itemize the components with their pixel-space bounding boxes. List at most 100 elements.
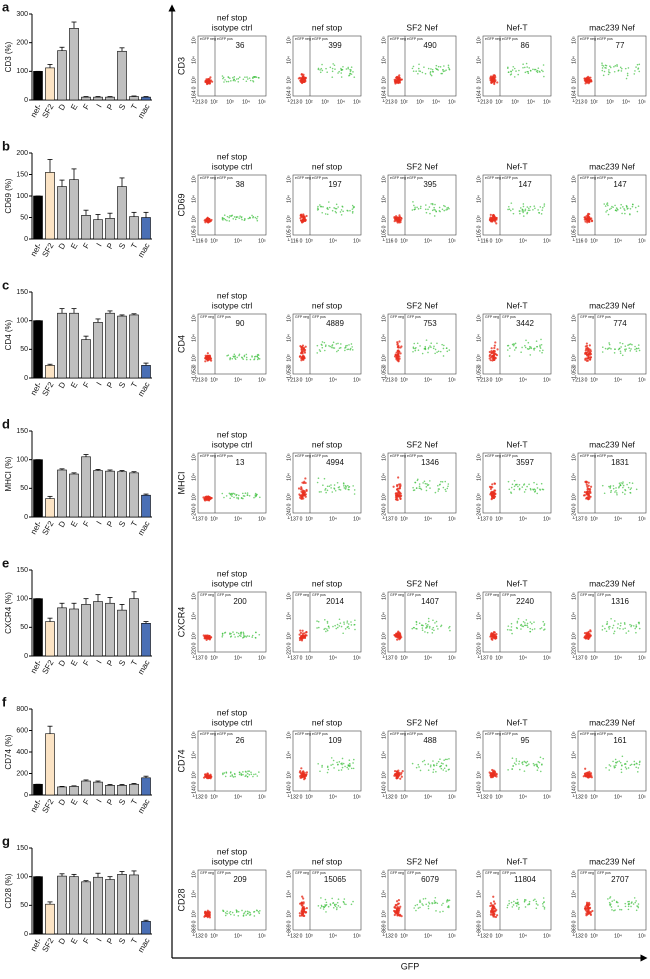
cell-dot xyxy=(429,73,432,76)
cell-dot xyxy=(339,489,342,491)
cell-dot xyxy=(341,757,344,760)
y-axis-label: CD4 (%) xyxy=(4,319,13,350)
cell-dot xyxy=(637,767,640,769)
cell-dot xyxy=(321,764,323,767)
x-tick-label: 0 xyxy=(300,377,303,383)
y-tick-label: 10⁴ xyxy=(286,56,292,64)
cell-dot xyxy=(238,217,241,219)
x-tick-label: −116 xyxy=(478,238,489,244)
y-tick-label: 0 xyxy=(24,792,28,799)
cell-dot xyxy=(316,209,319,211)
column-title: nef stop xyxy=(217,846,248,856)
x-tick-label: 0 xyxy=(300,655,303,661)
cell-dot xyxy=(232,355,235,358)
bar xyxy=(69,786,79,796)
cell-dot xyxy=(601,351,604,353)
cell-dot xyxy=(411,762,414,765)
bar xyxy=(57,50,67,101)
x-tick-label: 10³ xyxy=(400,794,408,800)
plot-frame xyxy=(577,313,647,375)
cell-dot xyxy=(533,621,535,623)
cell-dot xyxy=(490,355,494,358)
gate-label: eGFP pos xyxy=(217,732,233,736)
cell-dot xyxy=(489,77,492,80)
cell-dot xyxy=(394,218,397,221)
cell-dot xyxy=(347,67,349,70)
x-tick-label: −213 xyxy=(287,377,298,383)
cell-dot xyxy=(629,488,632,491)
gate-label: eGFP pos xyxy=(407,37,423,41)
cell-dot xyxy=(253,76,256,78)
row-marker: CD3 xyxy=(176,57,186,75)
cell-dot xyxy=(221,492,224,495)
y-tick-label: 10⁴ xyxy=(381,195,387,203)
cell-dot xyxy=(513,485,516,488)
cell-dot xyxy=(512,344,515,347)
cell-dot xyxy=(206,497,209,500)
y-tick-label: 10⁴ xyxy=(476,56,482,64)
cell-dot xyxy=(227,80,230,83)
cell-dot xyxy=(318,349,321,351)
cell-dot xyxy=(236,497,238,499)
cell-dot xyxy=(233,633,235,636)
cell-dot xyxy=(254,773,257,775)
column-title: mac239 Nef xyxy=(589,161,635,171)
y-tick-label: 0 xyxy=(381,225,387,228)
x-tick-label: −132 xyxy=(477,933,488,939)
y-tick-label: 10³ xyxy=(476,771,482,779)
cell-dot xyxy=(421,903,423,905)
cell-dot xyxy=(415,627,417,630)
gate-label: eGFP neg xyxy=(485,37,501,41)
plot-frame xyxy=(387,452,457,514)
cell-dot xyxy=(584,220,587,223)
cell-dot xyxy=(610,491,612,494)
column-title: nef stop xyxy=(217,707,248,717)
cell-dot xyxy=(240,216,243,218)
cell-dot xyxy=(617,905,620,907)
x-tick-label: P xyxy=(105,798,115,807)
cell-dot xyxy=(629,350,632,352)
cell-dot xyxy=(352,900,354,903)
cell-dot xyxy=(434,352,436,355)
cell-dot xyxy=(227,76,229,78)
cell-dot xyxy=(425,622,427,625)
x-tick-label: D xyxy=(57,936,68,946)
cell-dot xyxy=(620,203,622,206)
cell-dot xyxy=(204,360,207,363)
cell-dot xyxy=(636,210,639,213)
x-tick-label: 10⁴ xyxy=(424,794,432,800)
x-tick-label: I xyxy=(95,520,104,526)
cell-dot xyxy=(349,765,351,768)
gate-label: eGFP pos xyxy=(312,37,328,41)
cell-dot xyxy=(628,343,631,346)
cell-dot xyxy=(413,626,415,629)
cell-dot xyxy=(247,770,249,772)
column-title: nef stop xyxy=(312,856,343,866)
gate-label: GFP pos xyxy=(597,593,611,597)
x-tick-label: 0 xyxy=(300,794,303,800)
cell-dot xyxy=(428,902,431,905)
cell-dot xyxy=(635,66,637,68)
cell-dot xyxy=(398,340,401,343)
cell-dot xyxy=(601,629,604,631)
gate-label: eGFP neg xyxy=(295,732,311,736)
column-title: nef stop xyxy=(312,439,343,449)
cell-dot xyxy=(608,347,611,349)
cell-dot xyxy=(635,766,638,769)
event-count: 77 xyxy=(616,41,625,50)
column-title: mac239 Nef xyxy=(589,439,635,449)
cell-dot xyxy=(533,481,535,484)
cell-dot xyxy=(430,74,433,77)
cell-dot xyxy=(336,761,338,764)
gate-label: GFP neg xyxy=(580,871,594,875)
cell-dot xyxy=(631,205,634,208)
x-tick-label: E xyxy=(69,103,79,112)
cell-dot xyxy=(584,637,588,640)
cell-dot xyxy=(601,62,603,64)
bar xyxy=(141,494,151,518)
gate-label: eGFP neg xyxy=(390,454,406,458)
gate-label: GFP pos xyxy=(407,315,421,319)
cell-dot xyxy=(335,207,338,210)
cell-dot xyxy=(247,912,249,915)
x-tick-label: 0 xyxy=(395,655,398,661)
